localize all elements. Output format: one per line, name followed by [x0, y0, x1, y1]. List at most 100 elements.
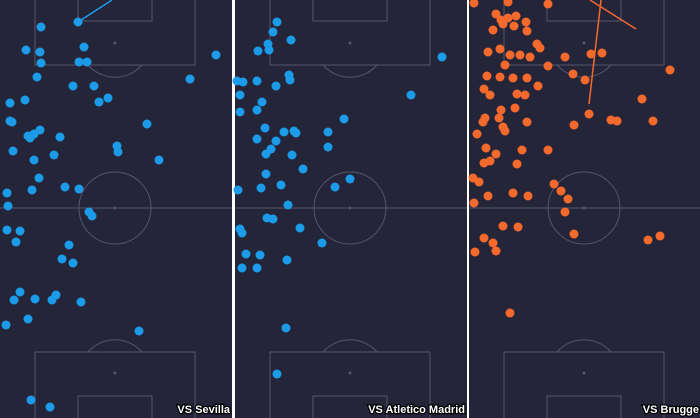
point: [556, 186, 566, 196]
point: [264, 45, 274, 55]
point: [261, 169, 271, 179]
point: [241, 249, 251, 259]
point: [500, 60, 510, 70]
point: [643, 235, 653, 245]
point: [36, 22, 46, 32]
point: [282, 255, 292, 265]
point: [479, 158, 489, 168]
point: [323, 127, 333, 137]
panel-label: VS Sevilla: [177, 404, 230, 416]
point: [1, 320, 11, 330]
point: [330, 182, 340, 192]
point: [339, 114, 349, 124]
spot: [582, 41, 586, 45]
pitch-panel: VS Atletico Madrid: [232, 0, 467, 418]
point: [584, 109, 594, 119]
point: [15, 226, 25, 236]
point: [543, 0, 553, 9]
point: [543, 61, 553, 71]
point: [569, 120, 579, 130]
panel-label: VS Brugge: [643, 404, 699, 416]
point: [26, 395, 36, 405]
spot: [113, 371, 117, 375]
point: [474, 177, 484, 187]
point: [253, 46, 263, 56]
point: [522, 26, 532, 36]
point: [252, 134, 262, 144]
point: [525, 52, 535, 62]
penalty-arc: [322, 64, 378, 78]
point: [94, 97, 104, 107]
point: [49, 150, 59, 160]
point: [9, 295, 19, 305]
point: [470, 247, 480, 257]
point: [5, 98, 15, 108]
point: [15, 287, 25, 297]
point: [496, 105, 506, 115]
point: [291, 128, 301, 138]
point: [503, 0, 513, 7]
pitch-panel: VS Sevilla: [0, 0, 232, 418]
point: [235, 90, 245, 100]
point: [479, 84, 489, 94]
point: [549, 179, 559, 189]
point: [73, 17, 83, 27]
point: [287, 150, 297, 160]
spot: [113, 41, 117, 45]
point: [560, 52, 570, 62]
point: [503, 13, 513, 23]
point: [268, 27, 278, 37]
point: [568, 69, 578, 79]
point: [7, 117, 17, 127]
point: [74, 184, 84, 194]
point: [317, 238, 327, 248]
point: [469, 198, 479, 208]
point: [498, 19, 508, 29]
point: [68, 81, 78, 91]
point: [513, 222, 523, 232]
point: [142, 119, 152, 129]
point: [521, 17, 531, 27]
point: [79, 42, 89, 52]
point: [82, 57, 92, 67]
point: [563, 194, 573, 204]
pass-line: [589, 0, 637, 30]
point: [637, 94, 647, 104]
goal-area: [312, 0, 388, 22]
penalty-box: [34, 351, 196, 418]
penalty-box: [269, 351, 431, 418]
point: [47, 295, 57, 305]
point: [74, 57, 84, 67]
point: [272, 17, 282, 27]
point: [495, 72, 505, 82]
spot: [348, 206, 352, 210]
point: [597, 48, 607, 58]
point: [500, 126, 510, 136]
point: [543, 145, 553, 155]
point: [488, 238, 498, 248]
point: [57, 254, 67, 264]
point: [211, 50, 221, 60]
spot: [582, 371, 586, 375]
point: [508, 188, 518, 198]
point: [103, 93, 113, 103]
point: [655, 231, 665, 241]
center-circle: [313, 171, 387, 245]
point: [511, 11, 521, 21]
point: [113, 147, 123, 157]
point: [483, 191, 493, 201]
penalty-box: [503, 351, 665, 418]
point: [533, 81, 543, 91]
point: [612, 116, 622, 126]
point: [8, 146, 18, 156]
spot: [113, 206, 117, 210]
penalty-arc: [87, 64, 143, 78]
point: [560, 207, 570, 217]
point: [505, 50, 515, 60]
point: [491, 246, 501, 256]
point: [345, 174, 355, 184]
point: [286, 35, 296, 45]
center-circle: [547, 171, 621, 245]
point: [2, 225, 12, 235]
penalty-box: [503, 0, 665, 66]
